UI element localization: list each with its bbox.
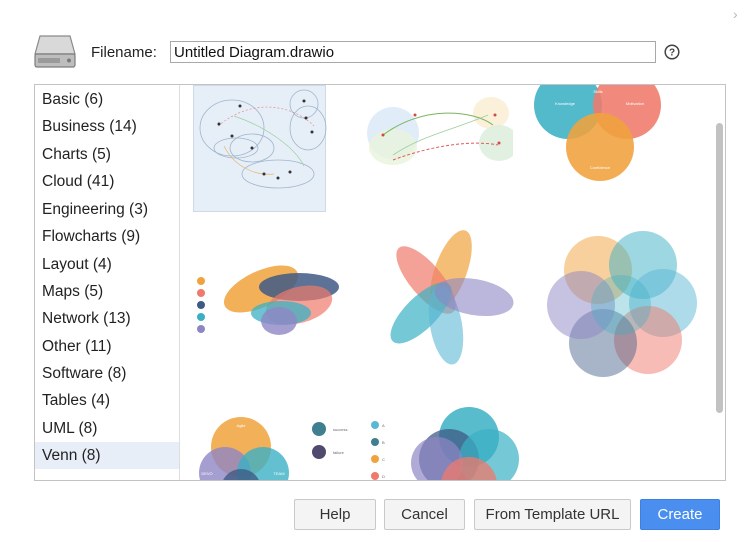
category-flowcharts[interactable]: Flowcharts (9) [42,228,141,245]
svg-text:Agile: Agile [237,423,247,428]
filename-input[interactable] [170,41,656,63]
template-thumbnail[interactable] [181,225,339,352]
template-thumbnail[interactable] [376,225,514,365]
category-basic[interactable]: Basic (6) [42,91,104,108]
category-engineering[interactable]: Engineering (3) [42,201,148,218]
svg-text:DEVO: DEVO [201,471,212,476]
category-maps[interactable]: Maps (5) [42,283,104,300]
scrollbar-thumb[interactable] [716,123,723,413]
svg-text:success: success [333,427,347,432]
svg-text:Skills: Skills [593,89,602,94]
svg-text:D: D [382,474,385,479]
template-thumbnail[interactable]: Agile DEVO TEAM [181,397,314,480]
svg-text:Confidence: Confidence [590,165,611,170]
svg-text:B: B [382,440,385,445]
cancel-button[interactable]: Cancel [384,499,465,530]
svg-text:Knowledge: Knowledge [555,101,576,106]
category-other[interactable]: Other (11) [42,338,112,355]
category-tables[interactable]: Tables (4) [42,392,111,409]
category-network[interactable]: Network (13) [42,310,131,327]
template-panel: Basic (6) Business (14) Charts (5) Cloud… [34,84,726,481]
template-thumbnail[interactable] [193,85,327,212]
category-charts[interactable]: Charts (5) [42,146,111,163]
help-icon[interactable]: ? [664,44,680,60]
template-grid: Knowledge Skills Motivation Confidence [181,85,711,480]
template-thumbnail[interactable] [399,397,532,480]
category-list: Basic (6) Business (14) Charts (5) Cloud… [35,85,180,480]
svg-text:Motivation: Motivation [626,101,644,106]
help-button[interactable]: Help [294,499,376,530]
hard-drive-icon [34,35,76,68]
svg-text:?: ? [669,48,675,59]
svg-text:TEAM: TEAM [273,471,284,476]
template-thumbnail[interactable]: Knowledge Skills Motivation Confidence [531,85,664,212]
category-layout[interactable]: Layout (4) [42,256,112,273]
filename-label: Filename: [91,44,157,61]
svg-text:C: C [382,457,385,462]
from-template-url-button[interactable]: From Template URL [474,499,631,530]
svg-text:A: A [382,423,385,428]
category-venn[interactable]: Venn (8) [35,442,179,469]
category-business[interactable]: Business (14) [42,118,137,135]
scrollbar[interactable] [713,85,725,480]
template-thumbnail[interactable] [363,85,519,212]
template-thumbnail[interactable]: success failure A B C D [303,397,436,480]
category-software[interactable]: Software (8) [42,365,127,382]
svg-text:failure: failure [333,450,345,455]
category-cloud[interactable]: Cloud (41) [42,173,115,190]
create-button[interactable]: Create [640,499,720,530]
template-thumbnail[interactable] [543,225,697,377]
category-uml[interactable]: UML (8) [42,420,98,437]
close-icon[interactable]: › [733,6,738,22]
